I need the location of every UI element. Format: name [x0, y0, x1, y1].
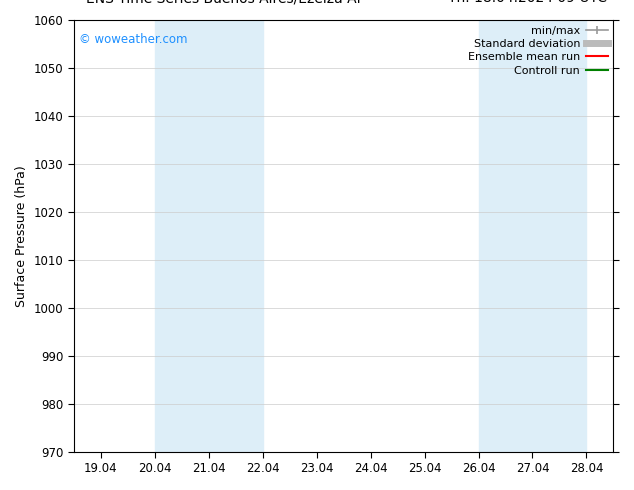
Bar: [155, 20, 262, 452]
Y-axis label: Surface Pressure (hPa): Surface Pressure (hPa): [15, 165, 28, 307]
Text: ENS Time Series Buenos Aires/Ezeiza AP: ENS Time Series Buenos Aires/Ezeiza AP: [86, 0, 365, 5]
Bar: [479, 20, 586, 452]
Text: Th. 18.04.2024 09 UTC: Th. 18.04.2024 09 UTC: [448, 0, 607, 5]
Legend: min/max, Standard deviation, Ensemble mean run, Controll run: min/max, Standard deviation, Ensemble me…: [468, 25, 608, 75]
Text: © woweather.com: © woweather.com: [79, 33, 188, 46]
